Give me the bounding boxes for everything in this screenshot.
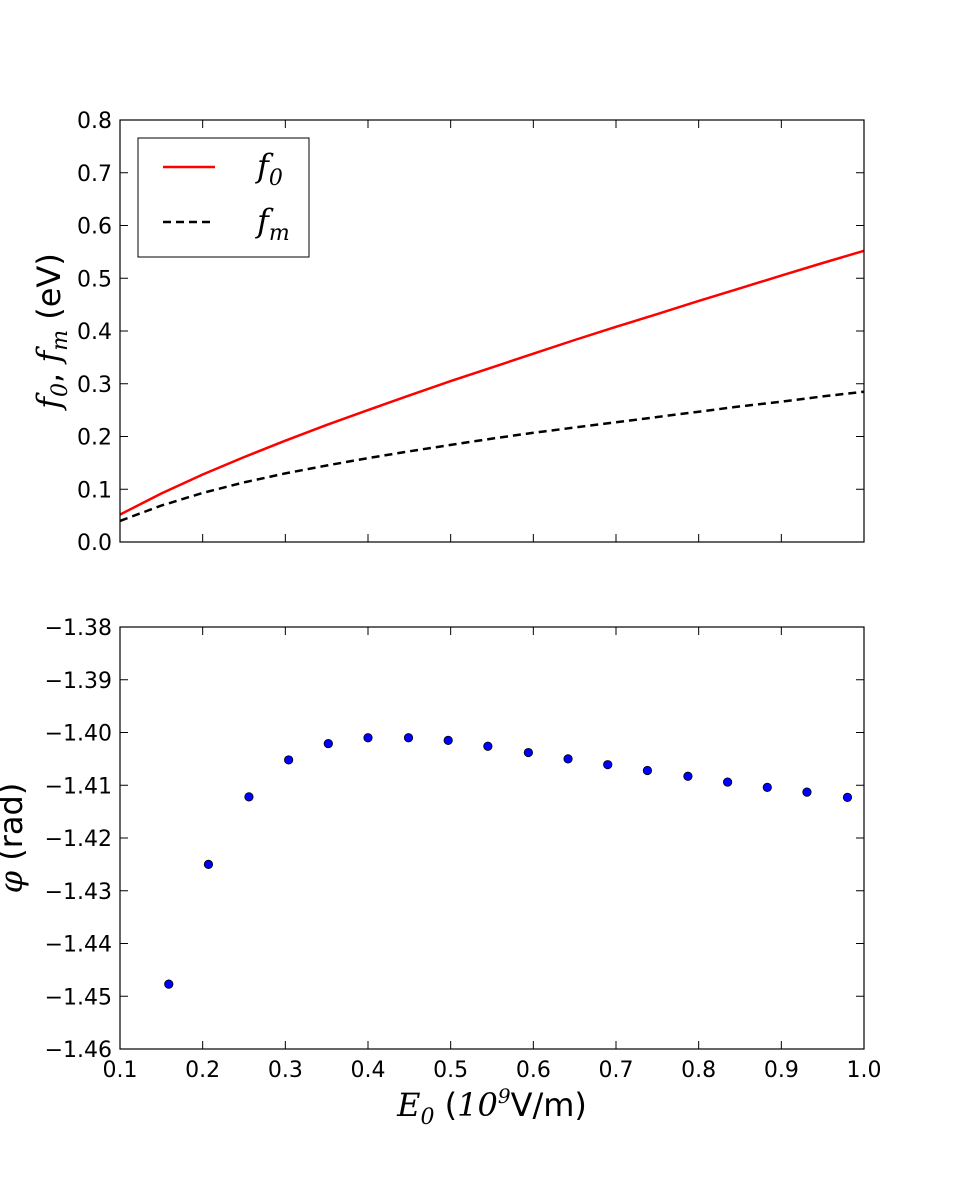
legend: f0 fm: [137, 137, 310, 258]
scatter-point: [443, 735, 453, 746]
scatter-point: [203, 859, 214, 869]
ylabel-f0-sub: 0: [48, 383, 73, 397]
ylabel-phi: φ: [0, 870, 30, 893]
y-tick-label: −1.44: [45, 933, 112, 958]
x-tick-label: 0.5: [433, 1058, 468, 1083]
legend-fm-label: fm: [255, 202, 290, 246]
x-tick-label: 0.9: [764, 1058, 799, 1083]
y-tick-label: 0.2: [77, 426, 112, 451]
y-tick-label: −1.45: [45, 985, 112, 1010]
y-tick-label: 0.6: [77, 215, 112, 240]
bottom-y-ticks: −1.38 −1.39 −1.40 −1.41 −1.42 −1.43 −1.44 −1.45…: [45, 616, 864, 1063]
scatter-point: [323, 738, 333, 749]
series-line-fm: [119, 390, 865, 523]
scatter-point: [642, 765, 653, 776]
scatter-point: [722, 777, 733, 787]
x-tick-label: 0.2: [185, 1058, 220, 1083]
x-axis-label: E0 (109V/m): [396, 1084, 587, 1130]
scatter-point: [842, 792, 853, 802]
y-tick-label: −1.43: [45, 880, 112, 905]
series-line-f0: [119, 249, 865, 516]
top-x-ticks: [119, 120, 865, 542]
y-tick-label: 0.5: [77, 267, 112, 292]
y-tick-label: −1.42: [45, 827, 112, 852]
x-tick-label: 0.4: [351, 1058, 386, 1083]
bottom-panel: 0.1 0.2 0.3 0.4 0.5 0.6 0.7 0.8 0.9 1.0 −1.38−1.3…: [0, 616, 882, 1130]
y-tick-label: −1.41: [45, 774, 112, 799]
y-tick-label: 0.8: [77, 109, 112, 134]
ylabel-fm-sub: m: [48, 330, 73, 351]
top-y-axis-label: f0, fm (eV): [30, 253, 73, 411]
scatter-point: [523, 747, 533, 758]
scatter-point: [284, 755, 294, 765]
scatter-point: [603, 760, 613, 770]
ylabel-rad: (rad): [0, 783, 30, 871]
y-tick-label: 0.7: [77, 162, 112, 187]
top-plot-area: [119, 249, 865, 523]
y-tick-label: 0.3: [77, 373, 112, 398]
scatter-point: [164, 979, 174, 989]
y-tick-label: 0.4: [77, 320, 112, 345]
ylabel-unit: (eV): [30, 253, 68, 330]
x-tick-label: 0.6: [516, 1058, 551, 1083]
scatter-point: [483, 741, 493, 751]
scatter-point: [762, 782, 772, 792]
x-tick-label: 1.0: [847, 1058, 882, 1083]
y-tick-label: −1.39: [45, 669, 112, 694]
x-tick-label: 0.1: [103, 1058, 138, 1083]
y-tick-label: 0.0: [77, 531, 112, 556]
scatter-point: [363, 733, 373, 743]
x-tick-label: 0.3: [268, 1058, 303, 1083]
scatter-point: [244, 792, 254, 802]
x-tick-label: 0.7: [599, 1058, 634, 1083]
y-tick-label: −1.40: [45, 722, 112, 747]
y-tick-label: −1.46: [45, 1038, 112, 1063]
bottom-y-axis-label: φ (rad): [0, 783, 30, 894]
y-tick-label: −1.38: [45, 616, 112, 641]
scatter-point: [802, 787, 812, 797]
y-tick-label: 0.1: [77, 478, 112, 503]
ylabel-sep: ,: [30, 363, 68, 383]
bottom-plot-area: [164, 733, 853, 989]
scatter-point: [563, 754, 573, 764]
top-y-ticks: 0.0 0.1 0.2 0.3 0.4 0.5 0.6 0.7 0.8: [77, 109, 864, 556]
x-tick-label: 0.8: [681, 1058, 716, 1083]
scatter-point: [403, 733, 414, 743]
scatter-point: [683, 771, 693, 781]
legend-box: [137, 137, 310, 258]
top-panel: 0.00.10.20.30.40.50.60.70.8 f0, fm (eV) …: [30, 109, 865, 556]
bottom-x-ticks: 0.1 0.2 0.3 0.4 0.5 0.6 0.7 0.8 0.9 1.0: [103, 627, 882, 1083]
